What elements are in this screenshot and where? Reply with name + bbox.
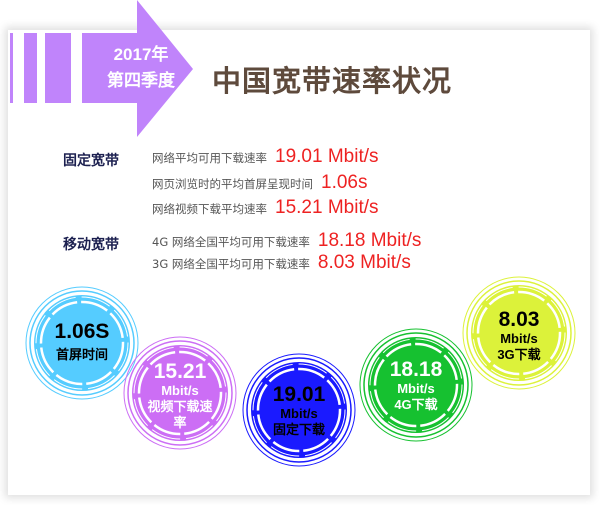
circle-caption: 4G下载	[394, 397, 438, 412]
stat-value: 19.01 Mbit/s	[275, 146, 379, 167]
fixed-broadband-heading: 固定宽带	[63, 153, 119, 169]
stat-row: 网络视频下载平均速率 15.21 Mbit/s	[152, 197, 379, 219]
stat-label: 网页浏览时的平均首屏呈现时间	[152, 177, 313, 191]
period-badge: 2017年 第四季度	[86, 42, 196, 94]
circle-value: 8.03	[498, 308, 540, 331]
ring-badge-icon	[25, 286, 139, 400]
circle-unit: Mbit/s	[500, 331, 538, 346]
circle-text: 8.03 Mbit/s 3G下载	[459, 309, 579, 363]
circle-text: 15.21 Mbit/s 视频下载速率	[120, 361, 240, 431]
stat-label: 网络平均可用下载速率	[152, 151, 267, 165]
stat-circle-first-screen: 1.06S 首屏时间	[22, 283, 142, 403]
circle-text: 18.18 Mbit/s 4G下载	[356, 359, 476, 413]
stat-label: 4G 网络全国平均可用下载速率	[152, 235, 310, 249]
stat-label: 网络视频下载平均速率	[152, 202, 267, 216]
circle-value: 1.06S	[54, 320, 110, 343]
decor-bar	[24, 33, 37, 103]
stat-circle-4g: 18.18 Mbit/s 4G下载	[356, 325, 476, 445]
circle-text: 1.06S 首屏时间	[22, 321, 142, 363]
circle-text: 19.01 Mbit/s 固定下载	[239, 384, 359, 438]
period-quarter: 第四季度	[107, 71, 175, 90]
circle-caption: 首屏时间	[55, 347, 108, 362]
arrow-banner-icon	[82, 0, 193, 137]
stat-row: 3G 网络全国平均可用下载速率 8.03 Mbit/s	[152, 252, 411, 274]
stat-value: 1.06s	[321, 172, 368, 193]
stat-row: 4G 网络全国平均可用下载速率 18.18 Mbit/s	[152, 230, 421, 252]
circle-value: 15.21	[153, 360, 207, 383]
ring-badge-icon	[123, 336, 237, 450]
ring-badge-icon	[242, 353, 356, 467]
circle-unit: Mbit/s	[397, 381, 435, 396]
circle-caption: 视频下载速率	[147, 399, 213, 430]
stat-row: 网页浏览时的平均首屏呈现时间 1.06s	[152, 172, 367, 194]
stat-value: 8.03 Mbit/s	[317, 252, 411, 273]
ring-badge-icon	[462, 276, 576, 390]
stat-circle-video: 15.21 Mbit/s 视频下载速率	[120, 333, 240, 453]
stat-circle-fixed: 19.01 Mbit/s 固定下载	[239, 350, 359, 470]
circle-value: 18.18	[389, 358, 443, 381]
stat-value: 18.18 Mbit/s	[317, 230, 422, 251]
mobile-broadband-heading: 移动宽带	[63, 237, 119, 253]
circle-caption: 3G下载	[497, 347, 541, 362]
period-year: 2017年	[113, 45, 169, 64]
decor-bar	[10, 33, 13, 103]
stat-label: 3G 网络全国平均可用下载速率	[152, 257, 310, 271]
decor-bar	[45, 33, 71, 103]
circle-value: 19.01	[272, 383, 326, 406]
stat-value: 15.21 Mbit/s	[275, 197, 379, 218]
circle-unit: Mbit/s	[280, 406, 318, 421]
circle-caption: 固定下载	[272, 422, 325, 437]
stat-row: 网络平均可用下载速率 19.01 Mbit/s	[152, 146, 379, 168]
stat-circle-3g: 8.03 Mbit/s 3G下载	[459, 273, 579, 393]
ring-badge-icon	[359, 328, 473, 442]
page-title: 中国宽带速率状况	[212, 64, 453, 98]
circle-unit: Mbit/s	[161, 383, 199, 398]
